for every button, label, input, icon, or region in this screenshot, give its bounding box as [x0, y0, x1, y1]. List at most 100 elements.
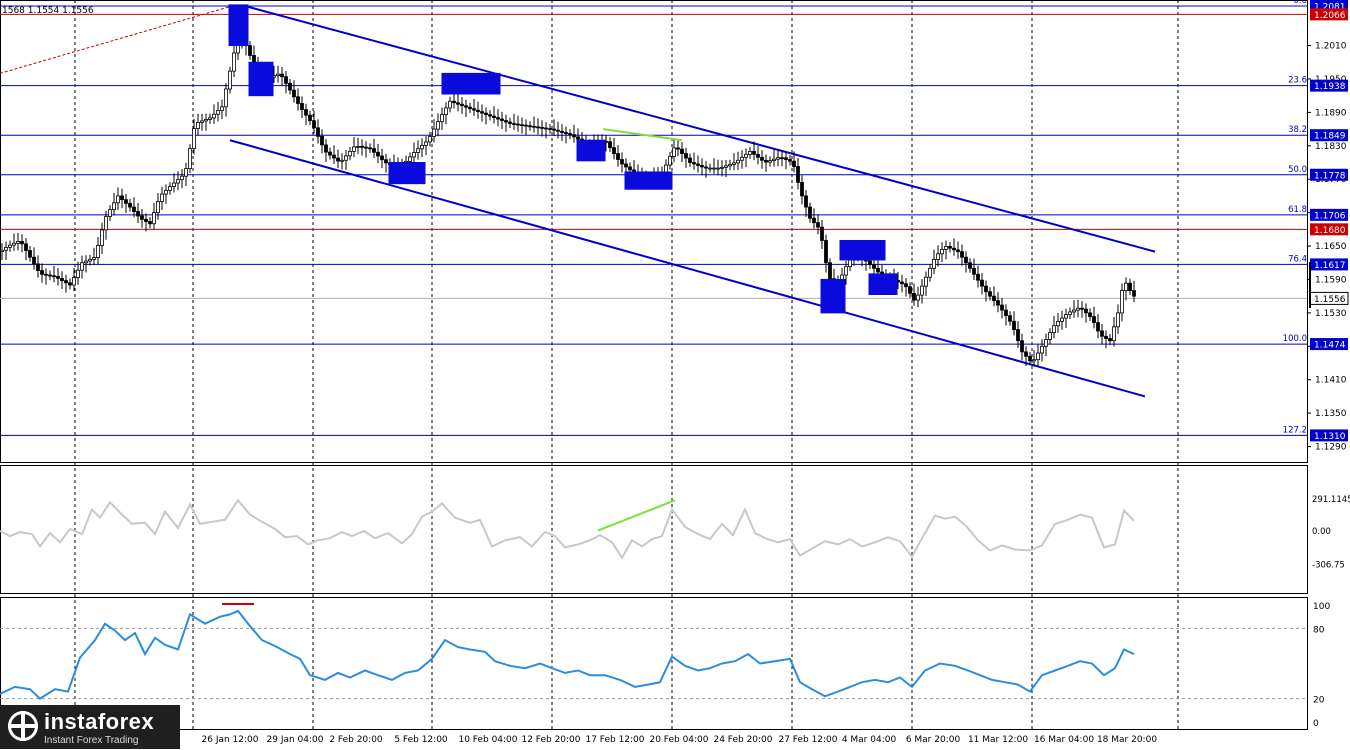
stochastic-panel: 100 80 20 0 [0, 597, 1330, 730]
candle-body [968, 262, 972, 269]
logo-icon [8, 711, 38, 741]
candle-body [808, 206, 812, 219]
candle-body [1040, 345, 1044, 354]
candle-body [172, 182, 176, 188]
blue-zone-box [839, 239, 886, 261]
candle-body [520, 124, 524, 127]
candle-body [360, 145, 364, 148]
fibonacci-percent-label: 76.4 [1288, 254, 1307, 264]
price-level-label: 1.1849 [1314, 132, 1346, 142]
candle-body [1008, 315, 1012, 322]
stochastic-line [0, 609, 1135, 700]
candle-body [276, 73, 280, 77]
candle-body [1084, 308, 1088, 314]
cci-panel-frame [0, 465, 1308, 594]
blue-zone-box [868, 273, 898, 296]
price-level-tag [1310, 208, 1348, 221]
candle-body [828, 262, 832, 280]
price-level-label: 1.1778 [1314, 171, 1346, 181]
candle-body [44, 273, 48, 276]
candle-body [464, 105, 468, 108]
candle-body [372, 148, 376, 153]
candle-body [436, 121, 440, 130]
candle-body [916, 294, 920, 301]
price-tick-label: 1.1350 [1315, 409, 1347, 419]
time-axis-label: 27 Feb 12:00 [778, 735, 837, 745]
candle-body [336, 157, 340, 162]
candle-body [24, 243, 28, 251]
candle-body [52, 275, 56, 278]
candle-body [72, 277, 76, 286]
candle-body [316, 127, 320, 137]
candle-body [940, 248, 944, 255]
candle-body [952, 247, 956, 251]
candle-body [868, 260, 872, 266]
candle-body [872, 264, 876, 269]
candle-body [1104, 335, 1108, 339]
candle-body [408, 156, 412, 162]
candle-body [320, 135, 324, 146]
candle-body [192, 128, 196, 149]
candle-body [312, 120, 316, 129]
cci-divergence-line [597, 499, 676, 532]
candle-body [216, 110, 220, 115]
candle-body [712, 167, 716, 170]
candle-body [108, 209, 112, 217]
candle-body [696, 163, 700, 166]
candle-body [296, 96, 300, 104]
candle-body [452, 100, 456, 104]
candle-body [816, 222, 820, 228]
candle-body [628, 166, 632, 171]
candle-body [1048, 332, 1052, 340]
candle-body [924, 276, 928, 287]
candle-body [340, 159, 344, 162]
price-level-label: 1.1474 [1314, 341, 1346, 351]
candle-body [280, 73, 284, 78]
stochastic-axis-label: 100 [1313, 602, 1330, 612]
candle-body [144, 218, 148, 222]
candle-body [572, 134, 576, 138]
candle-body [168, 186, 172, 191]
fibonacci-percent-label: 100.0 [1283, 334, 1307, 344]
candle-body [284, 76, 288, 84]
candle-body [248, 45, 252, 56]
blue-zone-box [388, 162, 426, 185]
candle-body [760, 156, 764, 161]
price-tick-label: 1.1590 [1315, 275, 1347, 285]
candle-body [88, 258, 92, 262]
candle-body [736, 159, 740, 164]
candle-body [492, 115, 496, 118]
time-axis-label: 11 Mar 12:00 [968, 735, 1028, 745]
candle-body [1052, 325, 1056, 333]
candle-body [332, 154, 336, 159]
candle-body [772, 158, 776, 162]
candle-body [16, 241, 20, 244]
price-panel-frame [0, 0, 1308, 463]
price-tick-label: 1.1290 [1315, 443, 1347, 453]
candle-body [36, 263, 40, 271]
candle-body [96, 245, 100, 259]
fibonacci-percent-label: 50.0 [1288, 165, 1307, 175]
candle-body [1100, 330, 1104, 337]
candle-body [728, 163, 732, 167]
candle-body [824, 240, 828, 264]
price-level-label: 1.1706 [1314, 211, 1346, 221]
candle-body [524, 124, 528, 127]
candle-body [1068, 311, 1072, 315]
candle-body [1132, 290, 1136, 297]
price-level-tag [1310, 129, 1348, 142]
candle-body [964, 256, 968, 264]
time-axis-label: 12 Feb 20:00 [521, 735, 580, 745]
candle-body [560, 130, 564, 133]
candle-body [1076, 307, 1080, 311]
candle-body [792, 160, 796, 167]
candle-body [344, 155, 348, 161]
candle-body [384, 159, 388, 164]
candle-body [932, 259, 936, 269]
candle-body [20, 241, 24, 245]
candle-body [440, 114, 444, 123]
blue-zone-box [441, 72, 501, 95]
candle-body [616, 153, 620, 160]
candle-body [116, 195, 120, 204]
candle-body [300, 103, 304, 110]
